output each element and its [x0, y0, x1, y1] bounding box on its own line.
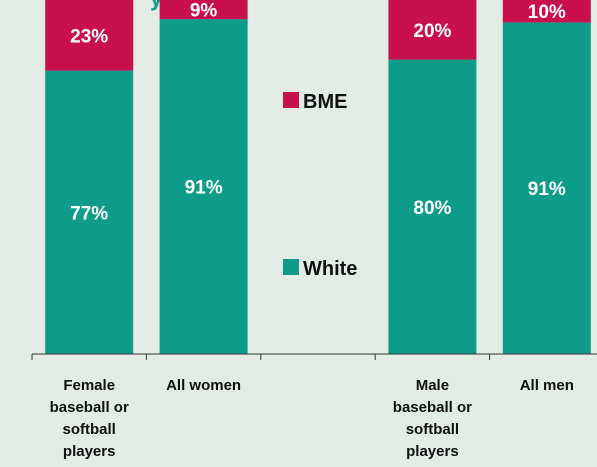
data-label-white-5: 91%: [528, 179, 566, 200]
x-axis: [31, 353, 597, 360]
data-label-white-1: 77%: [70, 203, 108, 224]
legend: BME White: [283, 91, 357, 280]
data-label-bme-1: 23%: [70, 26, 108, 47]
category-label-female-baseball-or-softball-players: Female baseball or softball players: [50, 377, 129, 460]
bar-white-5: [502, 22, 591, 355]
data-label-bme-5: 10%: [528, 2, 566, 23]
category-label-all-women: All women: [166, 377, 241, 394]
bar-white-4: [388, 59, 477, 354]
bar-bme-1: [45, 0, 134, 71]
data-label-white-2: 91%: [185, 178, 223, 199]
bars-group: 77% 23% 91% 9% 80% 20% 91% 10%: [45, 0, 591, 355]
bar-white-1: [45, 70, 134, 354]
data-label-bme-4: 20%: [413, 21, 451, 42]
data-label-white-4: 80%: [413, 198, 451, 219]
legend-label-white: White: [303, 258, 357, 280]
bar-white-2: [159, 19, 248, 355]
legend-swatch-white: [283, 259, 299, 275]
legend-swatch-bme: [283, 92, 299, 108]
chart-title-fragment: y: [150, 0, 163, 11]
bar-bme-4: [388, 0, 477, 60]
data-label-bme-2: 9%: [190, 1, 218, 22]
bar-bme-2: [159, 0, 248, 20]
bar-bme-5: [502, 0, 591, 23]
category-label-male-baseball-or-softball-players: Male baseball or softball players: [393, 377, 472, 460]
category-label-all-men: All men: [520, 377, 574, 394]
legend-label-bme: BME: [303, 91, 347, 113]
category-labels: Female baseball or softball players All wome…: [50, 377, 574, 460]
